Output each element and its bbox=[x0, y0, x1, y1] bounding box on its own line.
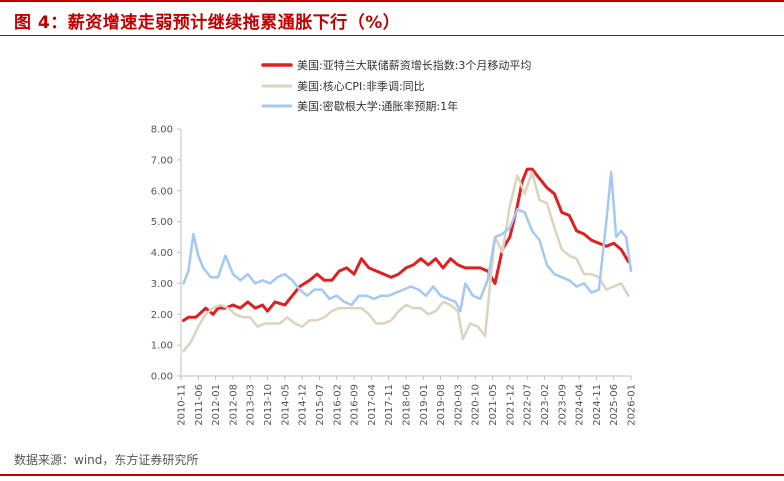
x-tick-label: 2024-04 bbox=[575, 384, 586, 426]
x-tick-label: 2021-05 bbox=[488, 384, 499, 426]
x-tick-label: 2012-01 bbox=[211, 384, 222, 426]
x-tick-label: 2023-09 bbox=[557, 384, 568, 426]
y-tick-label: 1.00 bbox=[151, 341, 173, 352]
x-tick-label: 2020-10 bbox=[471, 384, 482, 426]
x-tick-label: 2014-12 bbox=[298, 384, 309, 426]
x-tick-label: 2020-03 bbox=[453, 384, 464, 426]
x-tick-label: 2023-02 bbox=[540, 384, 551, 426]
y-tick-label: 3.00 bbox=[151, 279, 173, 290]
x-tick-label: 2021-12 bbox=[505, 384, 516, 426]
y-tick-label: 8.00 bbox=[151, 125, 173, 136]
legend-label-3: 美国:密歇根大学:通胀率预期:1年 bbox=[297, 99, 458, 113]
y-tick-label: 2.00 bbox=[151, 310, 173, 321]
source-note: 数据来源：wind，东方证券研究所 bbox=[14, 453, 199, 467]
x-tick-label: 2014-05 bbox=[280, 384, 291, 426]
x-tick-label: 2025-06 bbox=[609, 384, 620, 426]
bottom-rule bbox=[0, 474, 784, 476]
title-rule bbox=[0, 35, 784, 36]
y-tick-label: 4.00 bbox=[151, 248, 173, 259]
legend-label-1: 美国:亚特兰大联储薪资增长指数:3个月移动平均 bbox=[297, 58, 531, 72]
y-tick-label: 5.00 bbox=[151, 217, 173, 228]
x-tick-label: 2024-11 bbox=[592, 384, 603, 426]
x-tick-label: 2019-08 bbox=[436, 384, 447, 426]
x-tick-label: 2015-07 bbox=[315, 384, 326, 426]
series-line-2 bbox=[182, 170, 630, 353]
x-tick-label: 2017-11 bbox=[384, 384, 395, 426]
x-tick-label: 2010-11 bbox=[177, 384, 188, 426]
series-line-3 bbox=[182, 170, 633, 313]
y-tick-label: 6.00 bbox=[151, 186, 173, 197]
x-tick-label: 2013-03 bbox=[246, 384, 257, 426]
x-tick-label: 2016-09 bbox=[350, 384, 361, 426]
y-tick-label: 0.00 bbox=[151, 372, 173, 383]
x-tick-label: 2011-06 bbox=[194, 384, 205, 426]
series-line-1 bbox=[182, 167, 630, 322]
y-tick-label: 7.00 bbox=[151, 155, 173, 166]
x-tick-label: 2022-07 bbox=[523, 384, 534, 426]
x-tick-label: 2018-06 bbox=[402, 384, 413, 426]
chart-title: 图 4：薪资增速走弱预计继续拖累通胀下行（%） bbox=[14, 13, 401, 33]
x-tick-label: 2019-01 bbox=[419, 384, 430, 426]
x-tick-label: 2026-01 bbox=[627, 384, 638, 426]
top-rule bbox=[0, 0, 784, 2]
x-tick-label: 2012-08 bbox=[228, 384, 239, 426]
x-tick-label: 2013-10 bbox=[263, 384, 274, 426]
x-tick-label: 2017-04 bbox=[367, 384, 378, 426]
x-tick-label: 2016-02 bbox=[332, 384, 343, 426]
legend-label-2: 美国:核心CPI:非季调:同比 bbox=[297, 79, 425, 93]
